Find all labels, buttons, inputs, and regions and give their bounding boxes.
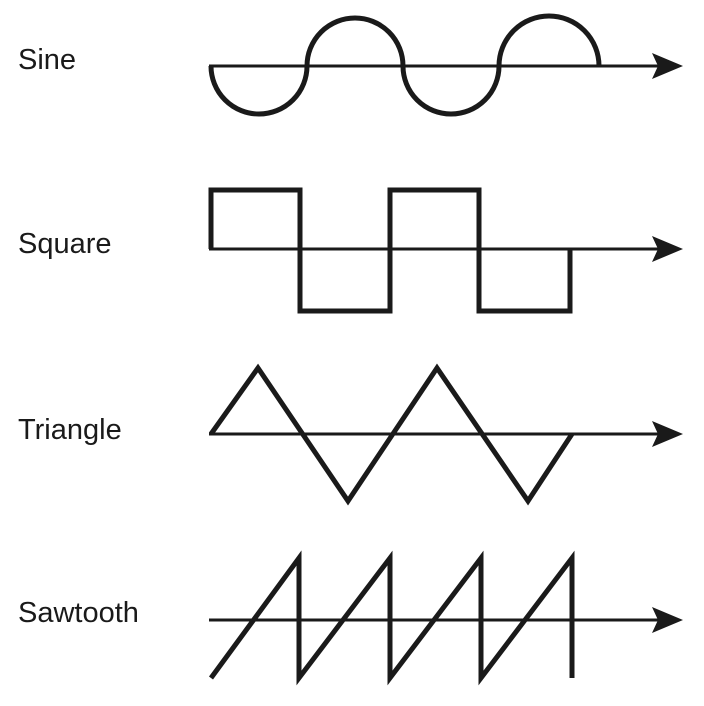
square-row [208, 187, 683, 314]
triangle-arrowhead-icon [652, 421, 683, 447]
triangle-row [208, 363, 683, 506]
square-label: Square [18, 228, 112, 260]
sine-arrowhead-icon [652, 53, 683, 79]
sine-label: Sine [18, 44, 77, 76]
sine-wave [208, 13, 602, 117]
sawtooth-arrowhead-icon [652, 607, 683, 633]
triangle-label: Triangle [18, 414, 122, 446]
square-wave [208, 187, 573, 314]
sawtooth-row [208, 550, 683, 686]
sawtooth-wave [208, 550, 575, 686]
sine-row [208, 13, 683, 117]
sawtooth-label: Sawtooth [18, 597, 139, 629]
square-arrowhead-icon [652, 236, 683, 262]
triangle-wave [208, 363, 575, 506]
